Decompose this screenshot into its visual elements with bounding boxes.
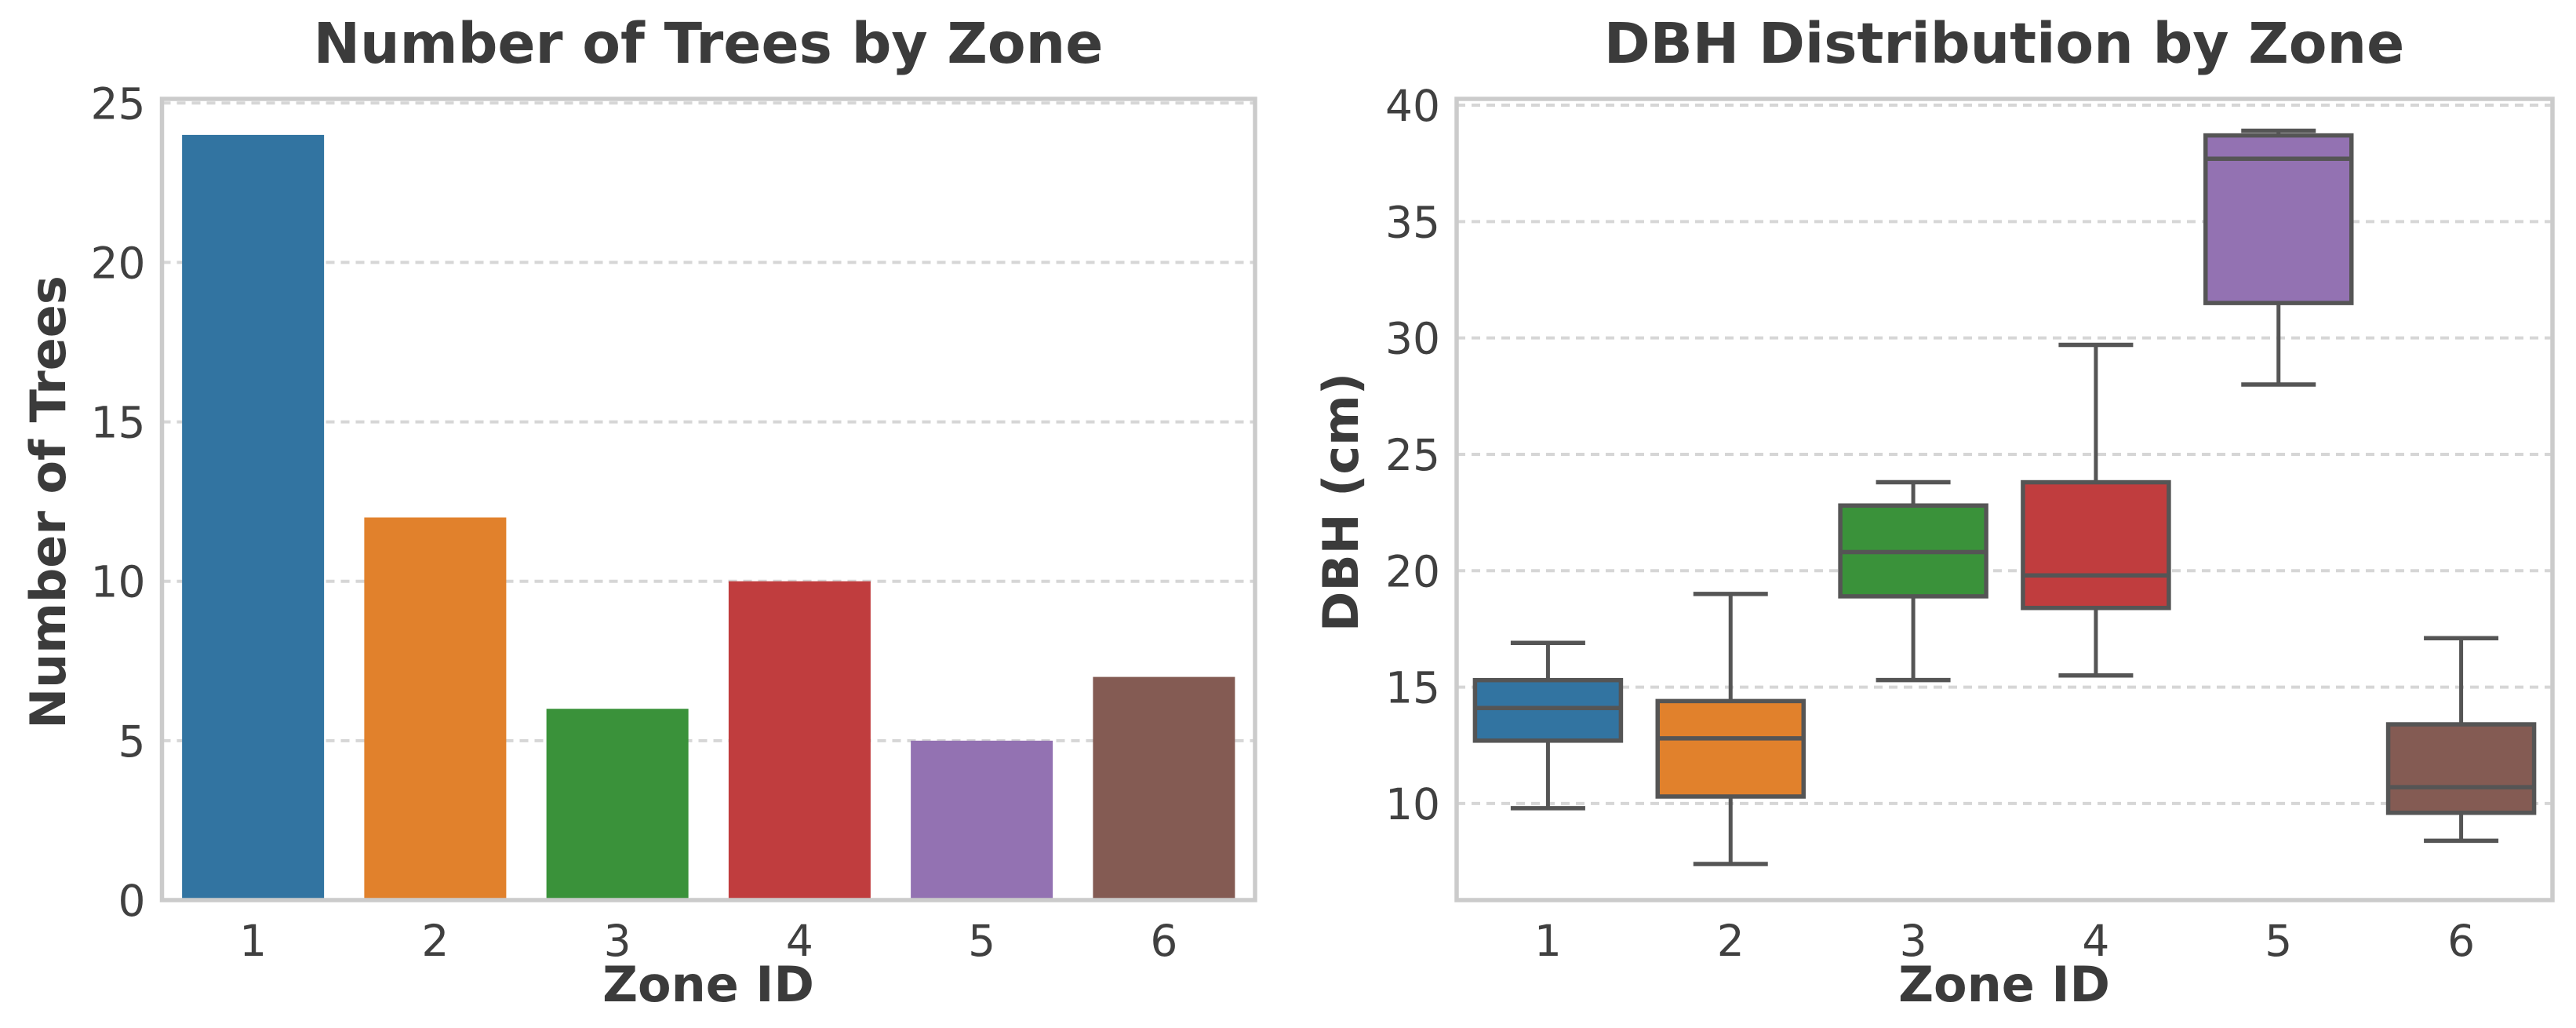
- box: [1472, 677, 1624, 743]
- box: [2385, 722, 2537, 815]
- box: [1655, 698, 1806, 799]
- y-tick-label: 25: [1385, 430, 1440, 480]
- box: [2203, 133, 2354, 305]
- y-tick-label: 10: [91, 557, 146, 607]
- box: [2021, 479, 2171, 611]
- x-tick-label: 3: [1900, 916, 1927, 966]
- bar: [728, 581, 871, 900]
- bar: [182, 134, 325, 900]
- x-tick-label: 6: [1150, 916, 1177, 966]
- x-tick-label: 2: [1717, 916, 1745, 966]
- y-tick-label: 20: [91, 238, 146, 288]
- bar: [546, 709, 689, 900]
- x-tick-label: 1: [1534, 916, 1562, 966]
- box-plot-yaxis-label: DBH (cm): [1312, 372, 1370, 632]
- y-tick-label: 15: [1385, 663, 1440, 713]
- box-plot-xaxis-label: Zone ID: [1898, 956, 2110, 1013]
- x-tick-label: 4: [2082, 916, 2109, 966]
- y-tick-label: 20: [1385, 546, 1440, 596]
- bar: [364, 517, 507, 900]
- y-tick-label: 40: [1385, 81, 1440, 131]
- box-plot-title: DBH Distribution by Zone: [1603, 11, 2405, 76]
- y-tick-label: 25: [91, 78, 146, 129]
- x-tick-label: 4: [786, 916, 813, 966]
- axes-spines: [159, 97, 1257, 902]
- y-tick-label: 30: [1385, 314, 1440, 364]
- y-tick-label: 5: [118, 716, 146, 767]
- bar-chart-xaxis-label: Zone ID: [602, 956, 814, 1013]
- bar: [911, 740, 1053, 900]
- y-tick-label: 15: [91, 398, 146, 448]
- y-tick-label: 10: [1385, 779, 1440, 829]
- y-tick-label: 0: [118, 876, 146, 926]
- x-tick-label: 1: [239, 916, 267, 966]
- y-tick-label: 35: [1385, 197, 1440, 247]
- bar: [1093, 676, 1235, 900]
- x-tick-label: 3: [604, 916, 631, 966]
- x-tick-label: 5: [968, 916, 995, 966]
- x-tick-label: 6: [2447, 916, 2475, 966]
- x-tick-label: 5: [2265, 916, 2292, 966]
- axes-spines: [1454, 97, 2555, 902]
- x-tick-label: 2: [421, 916, 449, 966]
- bar-chart-title: Number of Trees by Zone: [313, 11, 1104, 76]
